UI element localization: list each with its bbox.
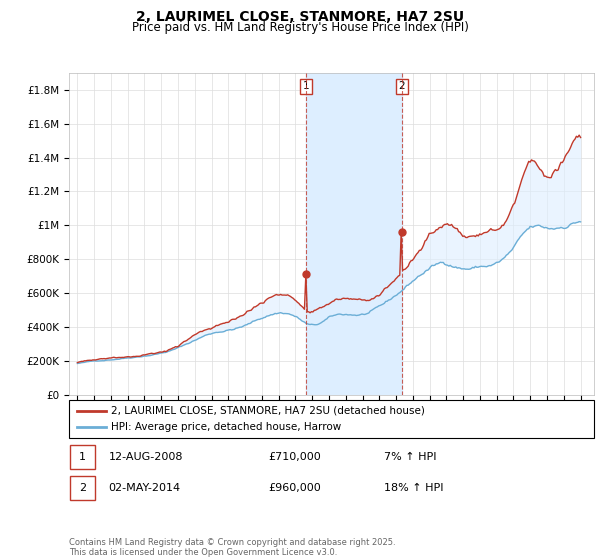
Text: 12-AUG-2008: 12-AUG-2008 [109,452,183,462]
Text: 1: 1 [79,452,86,462]
FancyBboxPatch shape [70,445,95,469]
Text: 7% ↑ HPI: 7% ↑ HPI [384,452,437,462]
Text: Price paid vs. HM Land Registry's House Price Index (HPI): Price paid vs. HM Land Registry's House … [131,21,469,34]
Text: £710,000: £710,000 [269,452,321,462]
Text: 2: 2 [398,81,405,91]
Text: 02-MAY-2014: 02-MAY-2014 [109,483,181,493]
Text: HPI: Average price, detached house, Harrow: HPI: Average price, detached house, Harr… [111,422,341,432]
Text: £960,000: £960,000 [269,483,321,493]
Text: 18% ↑ HPI: 18% ↑ HPI [384,483,443,493]
Text: 2, LAURIMEL CLOSE, STANMORE, HA7 2SU: 2, LAURIMEL CLOSE, STANMORE, HA7 2SU [136,10,464,24]
Text: 2: 2 [79,483,86,493]
FancyBboxPatch shape [70,477,95,500]
Text: Contains HM Land Registry data © Crown copyright and database right 2025.
This d: Contains HM Land Registry data © Crown c… [69,538,395,557]
Text: 2, LAURIMEL CLOSE, STANMORE, HA7 2SU (detached house): 2, LAURIMEL CLOSE, STANMORE, HA7 2SU (de… [111,405,425,416]
Text: 1: 1 [302,81,309,91]
Bar [306,73,401,395]
